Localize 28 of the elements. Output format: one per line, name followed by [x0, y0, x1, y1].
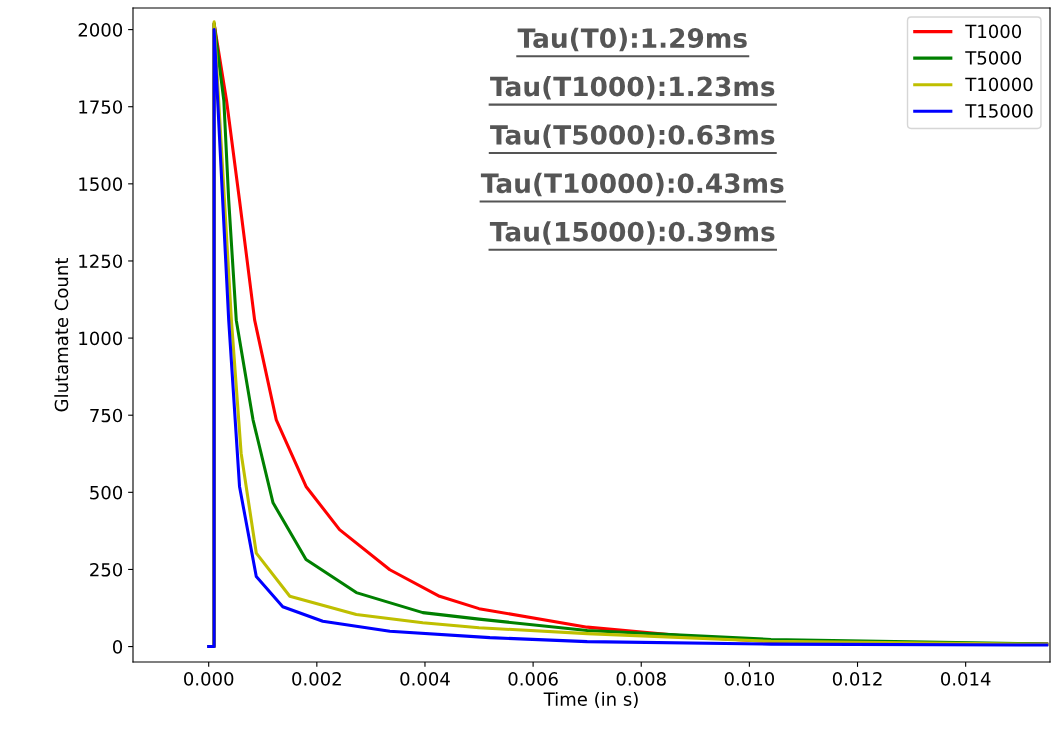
x-tick-label: 0.002: [292, 672, 341, 686]
annotation: Tau(T1000):1.23ms: [490, 76, 775, 100]
legend-label: T5000: [965, 51, 1022, 65]
legend-label: T10000: [965, 77, 1033, 92]
x-tick-label: 0.004: [400, 672, 450, 686]
y-tick-label: 750: [90, 408, 123, 423]
annotation: Tau(15000):0.39ms: [489, 221, 775, 245]
y-tick-label: 2000: [78, 23, 123, 37]
y-tick-label: 1750: [79, 100, 123, 114]
x-tick-label: 0.000: [184, 672, 234, 686]
annotation: Tau(T0):1.29ms: [517, 27, 747, 52]
y-tick-label: 500: [90, 485, 123, 500]
annotation: Tau(T10000):0.43ms: [480, 172, 784, 197]
legend-label: T15000: [965, 104, 1033, 118]
x-tick-label: 0.010: [724, 672, 775, 686]
annotation: Tau(T5000):0.63ms: [490, 124, 775, 148]
x-tick-label: 0.006: [508, 672, 558, 686]
y-tick-label: 1250: [79, 254, 123, 269]
y-axis-title: Glutamate Count: [54, 258, 69, 412]
y-tick-label: 250: [90, 562, 123, 577]
x-tick-label: 0.012: [832, 672, 882, 686]
x-axis-title: Time (in s): [543, 691, 638, 709]
y-tick-label: 1500: [79, 177, 123, 191]
x-tick-label: 0.014: [941, 672, 991, 686]
y-tick-label: 0: [112, 640, 123, 654]
legend-label: T1000: [965, 24, 1022, 39]
x-tick-label: 0.008: [616, 672, 666, 686]
y-tick-label: 1000: [79, 331, 123, 346]
